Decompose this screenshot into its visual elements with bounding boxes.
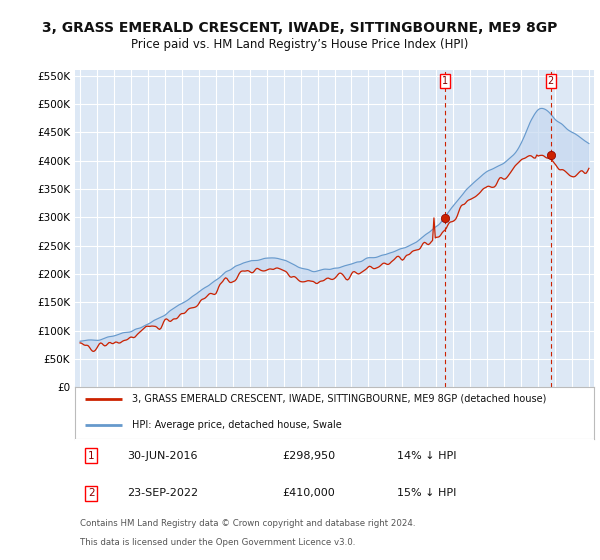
Text: Contains HM Land Registry data © Crown copyright and database right 2024.: Contains HM Land Registry data © Crown c… [80,519,416,529]
Text: 23-SEP-2022: 23-SEP-2022 [127,488,198,498]
Text: This data is licensed under the Open Government Licence v3.0.: This data is licensed under the Open Gov… [80,538,356,548]
Text: 1: 1 [88,451,95,461]
Text: 3, GRASS EMERALD CRESCENT, IWADE, SITTINGBOURNE, ME9 8GP (detached house): 3, GRASS EMERALD CRESCENT, IWADE, SITTIN… [132,394,547,404]
Text: 3, GRASS EMERALD CRESCENT, IWADE, SITTINGBOURNE, ME9 8GP: 3, GRASS EMERALD CRESCENT, IWADE, SITTIN… [43,21,557,35]
Text: 1: 1 [442,76,448,86]
Text: £410,000: £410,000 [283,488,335,498]
Text: Price paid vs. HM Land Registry’s House Price Index (HPI): Price paid vs. HM Land Registry’s House … [131,38,469,51]
Text: 14% ↓ HPI: 14% ↓ HPI [397,451,456,461]
Text: 2: 2 [88,488,95,498]
Text: £298,950: £298,950 [283,451,336,461]
Text: 2: 2 [548,76,554,86]
Text: HPI: Average price, detached house, Swale: HPI: Average price, detached house, Swal… [132,419,342,430]
Text: 30-JUN-2016: 30-JUN-2016 [127,451,197,461]
Text: 15% ↓ HPI: 15% ↓ HPI [397,488,456,498]
